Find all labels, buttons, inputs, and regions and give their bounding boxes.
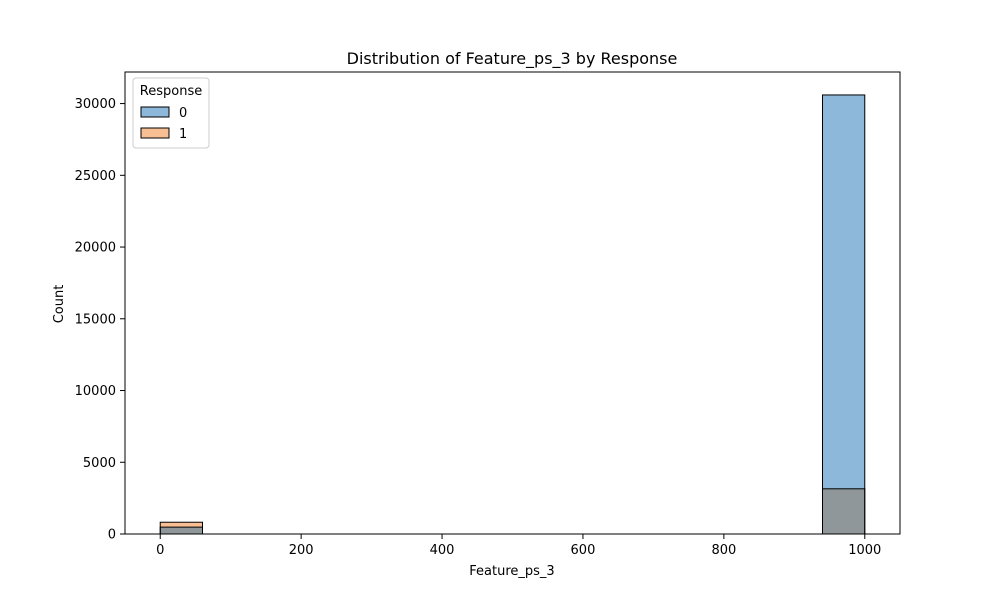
legend-swatch-0 [140,106,170,118]
y-tick-label: 0 [108,528,116,543]
y-tick-label: 10000 [75,384,116,399]
chart-title: Distribution of Feature_ps_3 by Response [347,49,678,69]
y-tick-label: 5000 [83,456,116,471]
x-tick-label: 200 [289,543,314,558]
x-tick-label: 400 [430,543,455,558]
legend: Response 0 1 [132,77,210,149]
bars-group [159,94,866,535]
x-tick-label: 600 [571,543,596,558]
legend-swatch-1 [140,127,170,139]
legend-label-1: 1 [179,127,187,142]
x-tick-label: 0 [156,543,164,558]
axes-group: 0 200 400 600 800 100005000100001500020000250… [75,71,901,558]
y-tick-label: 30000 [75,97,116,112]
y-tick-label: 15000 [75,312,116,327]
legend-label-0: 0 [179,106,187,121]
bar-overlap-bin-1 [822,488,865,534]
plot-frame [124,71,901,535]
bar-series-1-bin-0 [160,522,203,528]
x-axis-label: Feature_ps_3 [469,564,554,579]
y-tick-label: 25000 [75,169,116,184]
bar-overlap-bin-0 [160,527,203,534]
x-tick-label: 1000 [848,543,881,558]
y-axis-label: Count [52,285,67,324]
legend-title: Response [140,84,202,99]
bar-series-0-bin-1 [822,94,865,489]
x-tick-label: 800 [711,543,736,558]
y-tick-label: 20000 [75,241,116,256]
